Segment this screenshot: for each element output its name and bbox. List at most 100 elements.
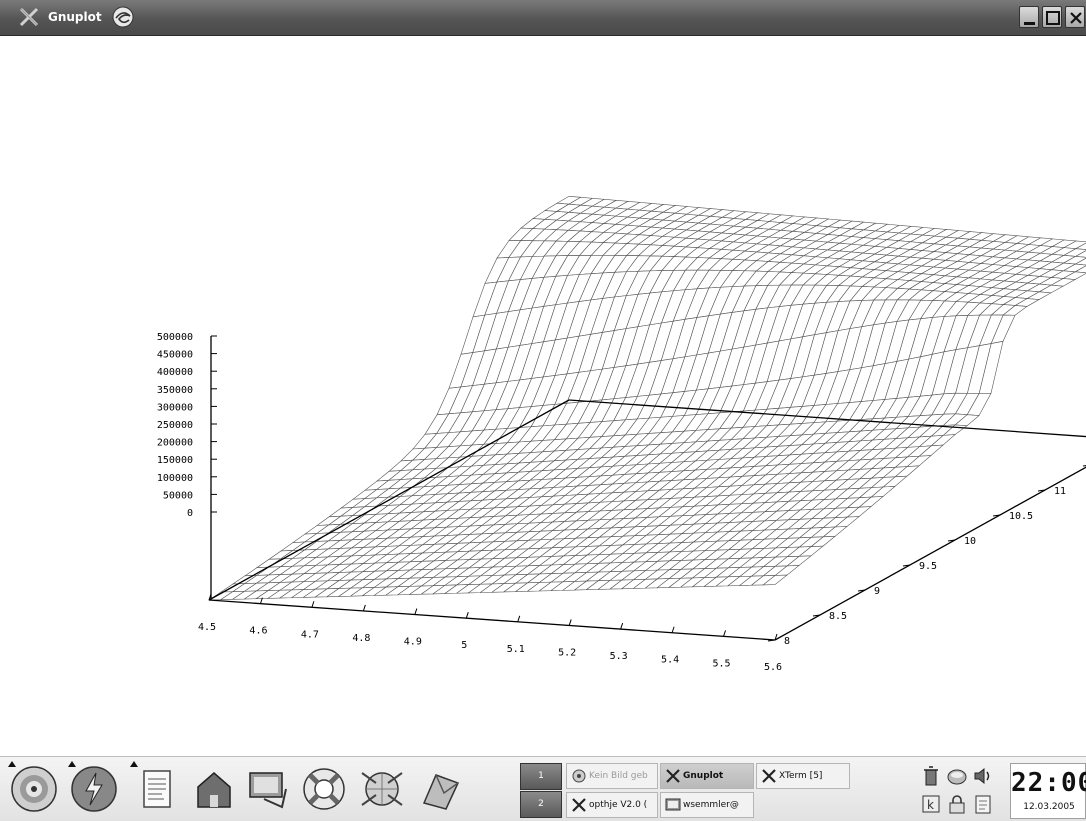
suse-menu-icon <box>11 766 57 812</box>
x-tick-label: 4.5 <box>198 622 216 633</box>
task-button[interactable]: opthje V2.0 ( <box>566 792 658 818</box>
quick-launch-launcher[interactable] <box>68 761 120 815</box>
panel-arrow-icon[interactable] <box>130 761 138 767</box>
gnuplot-swirl-icon[interactable] <box>111 5 135 29</box>
y-tick <box>992 514 1001 517</box>
close-button[interactable] <box>1065 6 1085 28</box>
z-tick-label: 0 <box>187 508 193 519</box>
kde-wallet-icon[interactable]: k <box>920 793 942 815</box>
konqueror-web-launcher[interactable] <box>356 763 408 815</box>
x-tick <box>362 604 366 612</box>
maximize-icon <box>1046 11 1060 25</box>
z-tick-label: 250000 <box>157 420 193 431</box>
help-lifebuoy-launcher[interactable] <box>298 763 350 815</box>
network-tray-icon[interactable] <box>946 765 968 787</box>
y-tick-label: 11 <box>1054 486 1066 497</box>
x-tick-label: 4.8 <box>352 633 370 644</box>
task-label: Kein Bild geb <box>589 771 648 781</box>
x-tick-label: 5.6 <box>764 662 782 673</box>
kde-taskbar: 1 2 Kein Bild geb Gnuplot XTerm [5] opthje … <box>0 756 1086 821</box>
z-tick-label: 50000 <box>163 490 193 501</box>
task-button[interactable]: Kein Bild geb <box>566 763 658 789</box>
x-tick-label: 4.7 <box>301 629 319 640</box>
desktop-icon <box>249 772 287 809</box>
x-tick-label: 5.2 <box>558 647 576 658</box>
panel-arrow-icon[interactable] <box>8 761 16 767</box>
task-list: Kein Bild geb Gnuplot XTerm [5] opthje V2.0… <box>566 763 852 819</box>
x-tick-label: 5.5 <box>713 658 731 669</box>
x-window-icon[interactable] <box>18 6 40 28</box>
kde-office-launcher[interactable] <box>414 763 466 815</box>
x-tick-label: 5.3 <box>610 651 628 662</box>
task-label: opthje V2.0 ( <box>589 800 648 810</box>
pager-desktop-2[interactable]: 2 <box>520 791 562 818</box>
terminal-icon <box>665 797 681 813</box>
z-tick-label: 100000 <box>157 473 193 484</box>
x-window-icon <box>761 768 777 784</box>
task-button[interactable]: wsemmler@ <box>660 792 754 818</box>
y-tick <box>812 614 821 617</box>
surface-plot: 4.5 4.6 4.7 4.8 4.9 5 5.1 5.2 5.3 5.4 5.5 5.6 8 8.5 9 9… <box>157 195 1086 673</box>
y-tick <box>857 589 866 592</box>
minimize-icon <box>1024 22 1035 25</box>
x-tick <box>568 619 572 626</box>
x-tick-label: 4.6 <box>249 626 267 637</box>
y-tick-label: 9.5 <box>919 561 937 572</box>
z-tick-label: 450000 <box>157 350 193 361</box>
trash-tray-icon[interactable] <box>920 765 942 787</box>
x-tick <box>723 630 727 637</box>
y-tick-label: 9 <box>874 586 880 597</box>
volume-icon[interactable] <box>972 765 994 787</box>
z-tick-label: 400000 <box>157 367 193 378</box>
image-viewer-icon <box>571 768 587 784</box>
lock-icon[interactable] <box>946 793 968 815</box>
y-tick-label: 10.5 <box>1009 511 1033 522</box>
x-tick-label: 5 <box>461 640 467 651</box>
help-lifebuoy-icon <box>303 768 345 810</box>
text-editor-launcher[interactable] <box>130 761 182 815</box>
x-tick <box>414 608 418 615</box>
x-tick <box>517 615 521 622</box>
x-tick <box>774 633 778 641</box>
kde-office-icon <box>422 774 460 810</box>
y-tick <box>902 564 911 567</box>
x-window-icon <box>571 797 587 813</box>
x-tick-label: 4.9 <box>404 637 422 648</box>
x-tick <box>465 612 469 619</box>
x-axis-line <box>208 599 776 641</box>
y-tick <box>767 639 776 642</box>
minimize-button[interactable] <box>1019 6 1039 28</box>
y-tick <box>1037 489 1046 492</box>
task-button[interactable]: Gnuplot <box>660 763 754 789</box>
task-label: XTerm [5] <box>779 771 823 781</box>
y-tick <box>1082 465 1086 467</box>
x-tick <box>620 622 624 630</box>
desktop-launcher[interactable] <box>242 763 294 815</box>
suse-menu-launcher[interactable] <box>8 761 60 815</box>
left-edge-line <box>208 399 570 601</box>
task-label: wsemmler@ <box>683 800 739 810</box>
desktop-pager[interactable]: 1 2 <box>520 763 562 819</box>
window-titlebar[interactable]: Gnuplot <box>0 0 1086 36</box>
panel-arrow-icon[interactable] <box>68 761 76 767</box>
x-tick <box>259 597 263 604</box>
quick-launch-icon <box>71 766 117 812</box>
maximize-button[interactable] <box>1042 6 1062 28</box>
z-tick-label: 200000 <box>157 438 193 449</box>
y-tick <box>947 539 956 542</box>
y-tick-label: 8.5 <box>829 611 847 622</box>
clock-date: 12.03.2005 <box>1023 802 1075 812</box>
z-tick-label: 300000 <box>157 402 193 413</box>
home-folder-launcher[interactable] <box>188 763 240 815</box>
notes-icon[interactable] <box>972 793 994 815</box>
task-label: Gnuplot <box>683 771 724 781</box>
x-tick-label: 5.4 <box>661 655 679 666</box>
x-tick <box>671 626 675 633</box>
gnuplot-canvas[interactable]: 4.5 4.6 4.7 4.8 4.9 5 5.1 5.2 5.3 5.4 5.5 5.6 8 8.5 9 9… <box>6 36 1086 756</box>
konqueror-web-icon <box>361 772 403 806</box>
task-button[interactable]: XTerm [5] <box>756 763 850 789</box>
home-folder-icon <box>197 772 231 808</box>
clock[interactable]: 22:00 12.03.2005 <box>1010 763 1086 819</box>
pager-desktop-1[interactable]: 1 <box>520 763 562 790</box>
